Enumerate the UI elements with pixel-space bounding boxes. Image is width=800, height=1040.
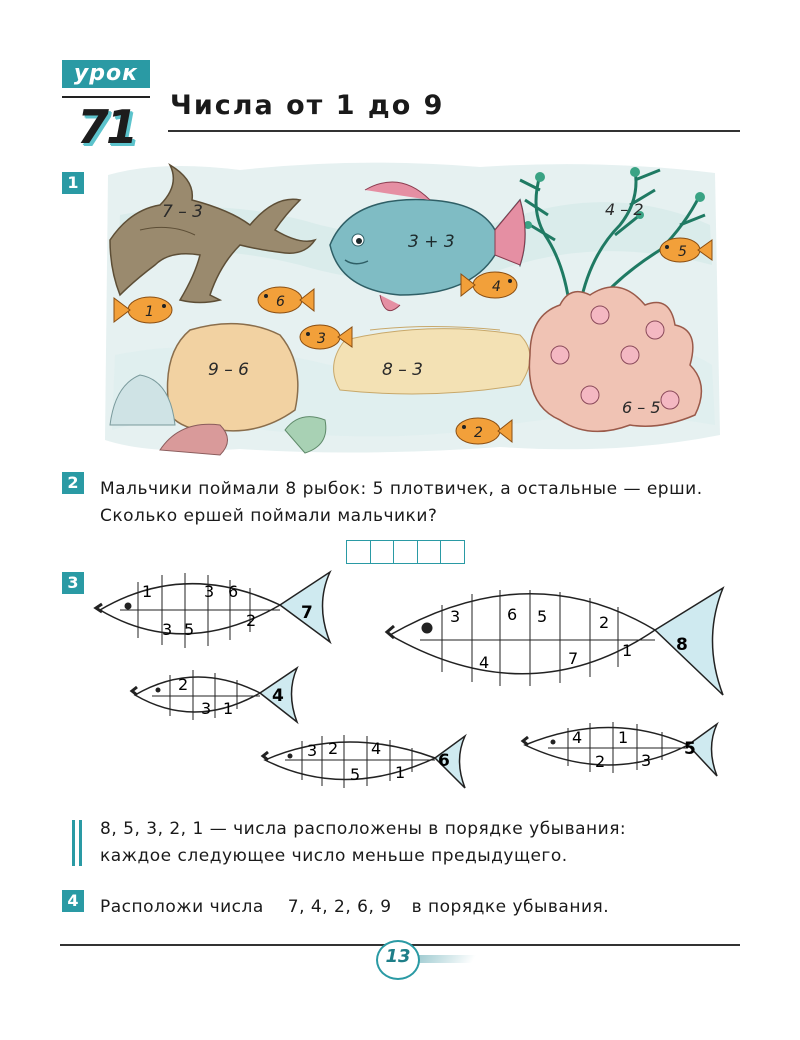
task-4-text-after: в порядке убывания. [411, 897, 610, 917]
svg-text:6: 6 [438, 751, 450, 771]
fish-puzzle-4: 2 3 1 4 [129, 665, 299, 725]
svg-text:1: 1 [395, 763, 405, 782]
page-number: 13 [376, 940, 422, 980]
answer-cell[interactable] [441, 540, 465, 564]
svg-text:6: 6 [507, 605, 517, 624]
svg-text:2: 2 [246, 611, 256, 630]
svg-text:5: 5 [350, 765, 360, 784]
task-4-text: Расположи числа 7, 4, 2, 6, 9 в порядке уб… [100, 894, 740, 921]
fish-6-illustration: 6 [257, 286, 315, 314]
lesson-divider [62, 96, 150, 98]
svg-text:4: 4 [272, 686, 284, 706]
svg-text:6: 6 [276, 294, 285, 310]
seaweed-label: 4 – 2 [605, 200, 644, 219]
svg-text:7: 7 [301, 603, 313, 623]
coral-right-label: 6 – 5 [622, 398, 661, 417]
svg-text:6: 6 [228, 582, 238, 601]
task-2-line-2: Сколько ершей поймали мальчики? [100, 506, 438, 526]
fish-1-illustration: 1 [113, 296, 173, 324]
task-4-text-before: Расположи числа [100, 897, 264, 917]
task-1-number: 1 [62, 172, 84, 194]
underwater-illustration: 7 – 3 4 – 2 3 + 3 9 – 6 8 – 3 6 – 5 5 [105, 162, 720, 456]
title-underline [168, 130, 740, 132]
fish-puzzle-8: 3 6 5 2 4 7 1 8 [384, 586, 725, 696]
task-3-number: 3 [62, 572, 84, 594]
fish-puzzle-5: 4 1 2 3 5 [520, 721, 719, 777]
svg-text:2: 2 [474, 425, 483, 441]
rule-text: 8, 5, 3, 2, 1 — числа расположены в поря… [100, 816, 740, 870]
svg-text:5: 5 [678, 244, 687, 260]
svg-text:1: 1 [145, 304, 154, 320]
svg-text:5: 5 [684, 739, 696, 759]
lesson-badge: урок [62, 60, 150, 88]
fish-5-illustration: 5 [659, 237, 713, 263]
svg-text:5: 5 [184, 620, 194, 639]
sand-label: 8 – 3 [382, 360, 423, 380]
page-title: Числа от 1 до 9 [170, 90, 445, 121]
svg-text:4: 4 [479, 653, 489, 672]
task-2-line-1: Мальчики поймали 8 рыбок: 5 плотвичек, а… [100, 479, 703, 499]
svg-text:3: 3 [450, 607, 460, 626]
svg-text:1: 1 [622, 641, 632, 660]
fish-puzzles: 1 3 6 3 5 2 7 3 6 5 2 4 7 1 8 2 3 1 4 [93, 569, 725, 789]
answer-cell[interactable] [346, 540, 371, 564]
task-2-text: Мальчики поймали 8 рыбок: 5 плотвичек, а… [100, 476, 740, 530]
answer-cell[interactable] [370, 540, 394, 564]
svg-text:1: 1 [142, 582, 152, 601]
page-number-circle [376, 940, 420, 980]
svg-text:4: 4 [371, 739, 381, 758]
svg-text:1: 1 [618, 728, 628, 747]
svg-text:4: 4 [572, 728, 582, 747]
svg-text:2: 2 [178, 675, 188, 694]
rock-label: 9 – 6 [208, 360, 249, 380]
svg-text:3: 3 [307, 741, 317, 760]
fish-puzzle-6: 3 2 4 5 1 6 [260, 733, 467, 789]
fish-puzzle-7: 1 3 6 3 5 2 7 [93, 569, 332, 648]
answer-cell[interactable] [394, 540, 418, 564]
svg-text:3: 3 [317, 331, 326, 347]
svg-text:4: 4 [492, 279, 501, 295]
svg-text:2: 2 [599, 613, 609, 632]
answer-cell[interactable] [417, 540, 441, 564]
rule-line-1: 8, 5, 3, 2, 1 — числа расположены в поря… [100, 819, 627, 839]
rule-line-2: каждое следующее число меньше предыдущег… [100, 846, 568, 866]
lesson-number: 71 [76, 100, 138, 154]
task-2-number: 2 [62, 472, 84, 494]
big-fish-label: 3 + 3 [408, 232, 455, 252]
svg-text:3: 3 [641, 751, 651, 770]
rule-marker [72, 820, 86, 866]
fish-3-illustration: 3 [299, 324, 353, 350]
task-4-number: 4 [62, 890, 84, 912]
svg-text:7: 7 [568, 649, 578, 668]
svg-text:3: 3 [162, 620, 172, 639]
coral-left-label: 7 – 3 [162, 202, 203, 222]
svg-text:3: 3 [204, 582, 214, 601]
fish-4-illustration: 4 [460, 271, 518, 299]
fish-2-illustration: 2 [455, 417, 513, 445]
page-number-text: 13 [385, 946, 411, 967]
answer-cells[interactable] [346, 540, 465, 564]
svg-text:8: 8 [676, 635, 688, 655]
svg-text:5: 5 [537, 607, 547, 626]
svg-text:2: 2 [328, 739, 338, 758]
svg-text:1: 1 [223, 699, 233, 718]
svg-text:2: 2 [595, 752, 605, 771]
task-4-numbers: 7, 4, 2, 6, 9 [287, 897, 392, 917]
svg-text:3: 3 [201, 699, 211, 718]
